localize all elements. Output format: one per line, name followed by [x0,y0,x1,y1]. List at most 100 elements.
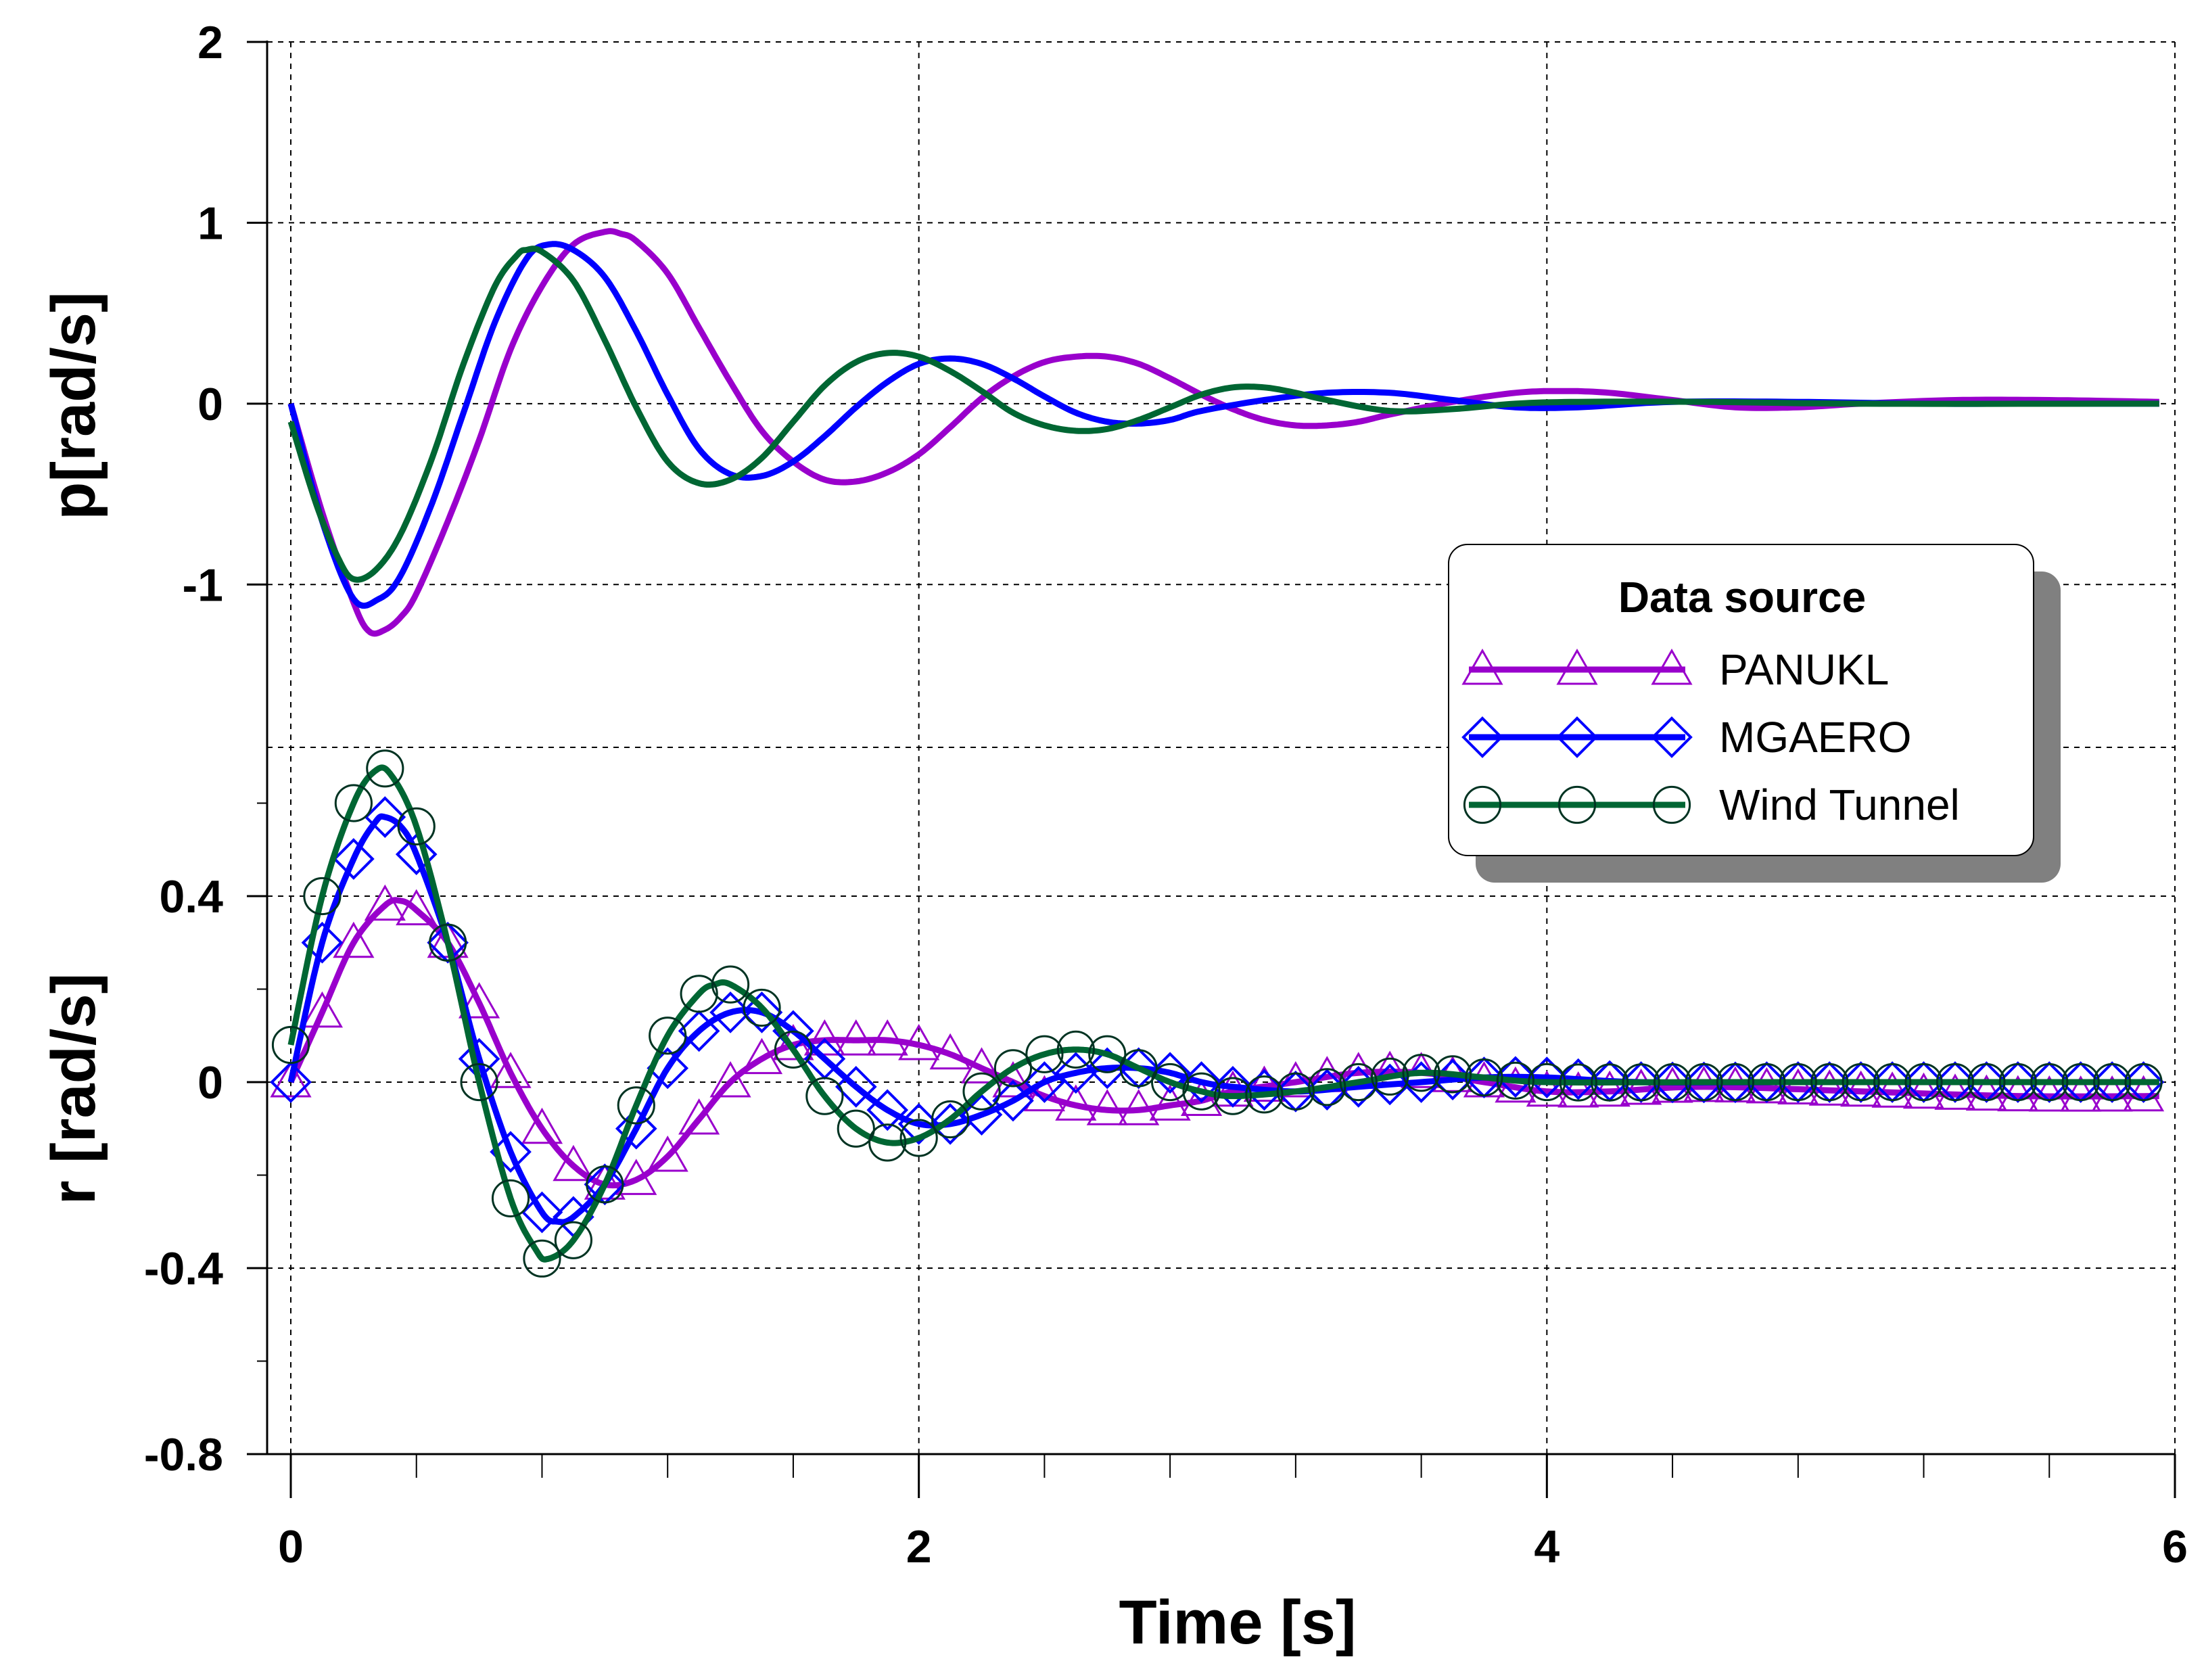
x-tick-label: 6 [2162,1521,2188,1572]
data-point-r-mgaero [301,921,344,964]
data-point-r-wind-tunnel [837,1109,875,1148]
series-r-panukl [270,884,2165,1200]
y-axis-title-r: r [rad/s] [39,973,108,1205]
data-point-r-wind-tunnel [1936,1063,1975,1102]
data-point-r-mgaero [1023,1061,1066,1103]
data-point-r-wind-tunnel [1779,1063,1817,1102]
data-point-r-panukl [427,921,469,958]
series-line-r-wind-tunnel [287,764,2159,1263]
data-point-r-wind-tunnel [1496,1061,1534,1100]
series-line-r-panukl [287,897,2159,1189]
data-point-r-panukl [709,1060,751,1098]
data-point-r-mgaero [1714,1061,1756,1104]
series-p-mgaero [287,241,2159,609]
data-point-r-mgaero [521,1191,563,1234]
data-point-r-panukl [521,1107,563,1144]
data-point-r-mgaero [678,1010,720,1052]
data-point-r-wind-tunnel [1998,1063,2037,1102]
legend-marker [1461,648,1503,685]
data-point-r-wind-tunnel [1182,1072,1221,1111]
data-point-r-panukl [898,1023,940,1060]
data-point-r-wind-tunnel [397,807,436,845]
series-r-wind-tunnel [271,749,2163,1278]
data-point-r-mgaero [929,1103,971,1145]
y-tick-label-p: 2 [197,17,223,68]
legend-box [1448,544,2034,856]
data-point-r-panukl [1840,1070,1882,1107]
data-point-r-panukl [1149,1084,1191,1121]
data-point-r-panukl [2122,1075,2165,1112]
data-point-r-panukl [647,1135,688,1172]
data-point-r-wind-tunnel [743,988,781,1027]
data-point-r-wind-tunnel [1402,1054,1440,1092]
data-point-r-mgaero [364,796,406,838]
data-point-r-wind-tunnel [617,1086,655,1125]
data-point-r-mgaero [270,1061,312,1103]
data-point-r-wind-tunnel [586,1165,624,1204]
series-line-p-mgaero [287,241,2159,609]
legend-marker [1557,785,1597,824]
data-point-r-wind-tunnel [868,1123,907,1162]
legend-marker [1651,648,1693,685]
data-point-r-mgaero [1495,1056,1537,1098]
data-point-r-wind-tunnel [1591,1063,1629,1102]
data-point-r-panukl [2060,1075,2102,1112]
data-point-r-mgaero [395,833,438,875]
data-point-r-wind-tunnel [303,877,342,916]
data-point-r-panukl [396,889,438,926]
data-point-r-mgaero [1683,1061,1725,1104]
x-axis-title: Time [s] [1119,1588,1356,1657]
data-point-r-wind-tunnel [271,1025,310,1065]
data-point-r-wind-tunnel [1748,1063,1786,1102]
data-point-r-panukl [1777,1068,1819,1105]
data-point-r-wind-tunnel [1056,1030,1095,1069]
data-point-r-wind-tunnel [805,1077,844,1115]
data-point-r-mgaero [333,838,375,880]
data-point-r-panukl [364,884,406,921]
data-point-r-wind-tunnel [931,1100,970,1139]
data-point-r-mgaero [960,1094,1003,1136]
data-point-r-panukl [2091,1075,2133,1112]
data-point-r-wind-tunnel [1245,1075,1284,1114]
series-p-wind-tunnel [287,246,2159,583]
legend-marker [1652,785,1691,824]
data-point-r-panukl [1808,1069,1850,1106]
legend-entry-wind-tunnel: Wind Tunnel [1463,780,1960,829]
data-point-r-wind-tunnel [1276,1072,1315,1111]
data-point-r-wind-tunnel [1904,1063,1943,1102]
data-point-r-panukl [1180,1079,1223,1116]
data-point-r-wind-tunnel [993,1049,1033,1088]
data-point-r-wind-tunnel [774,1030,813,1069]
data-point-r-panukl [835,1019,877,1056]
data-point-r-mgaero [1212,1066,1254,1108]
y-tick-label-r: 0 [197,1057,223,1109]
data-point-r-panukl [741,1037,783,1075]
x-tick-label: 4 [1534,1521,1560,1572]
data-point-r-panukl [270,1060,312,1098]
data-point-r-mgaero [1557,1058,1599,1100]
series [270,228,2165,1278]
data-point-r-wind-tunnel [1528,1063,1566,1102]
y-tick-label-p: 0 [197,379,223,430]
data-point-r-wind-tunnel [491,1179,530,1217]
data-point-r-wind-tunnel [429,923,467,962]
y-tick-label-r: -0.8 [144,1429,223,1480]
data-point-r-mgaero [615,1107,657,1150]
series-p-panukl [287,228,2159,637]
data-point-r-panukl [678,1098,720,1135]
data-point-r-panukl [1118,1089,1160,1125]
data-point-r-panukl [992,1060,1034,1098]
series-line-p-wind-tunnel [287,246,2159,583]
data-point-r-wind-tunnel [1653,1063,1692,1102]
legend-title: Data source [1618,573,1866,622]
data-point-r-wind-tunnel [1967,1063,2006,1102]
data-point-r-wind-tunnel [366,749,404,788]
legend-marker [1556,648,1598,685]
data-point-r-wind-tunnel [1842,1063,1880,1102]
data-point-r-panukl [1997,1075,2039,1112]
data-point-r-wind-tunnel [2061,1063,2100,1102]
data-point-r-panukl [803,1019,845,1056]
data-point-r-mgaero [1526,1056,1568,1098]
data-point-r-wind-tunnel [1339,1063,1378,1102]
